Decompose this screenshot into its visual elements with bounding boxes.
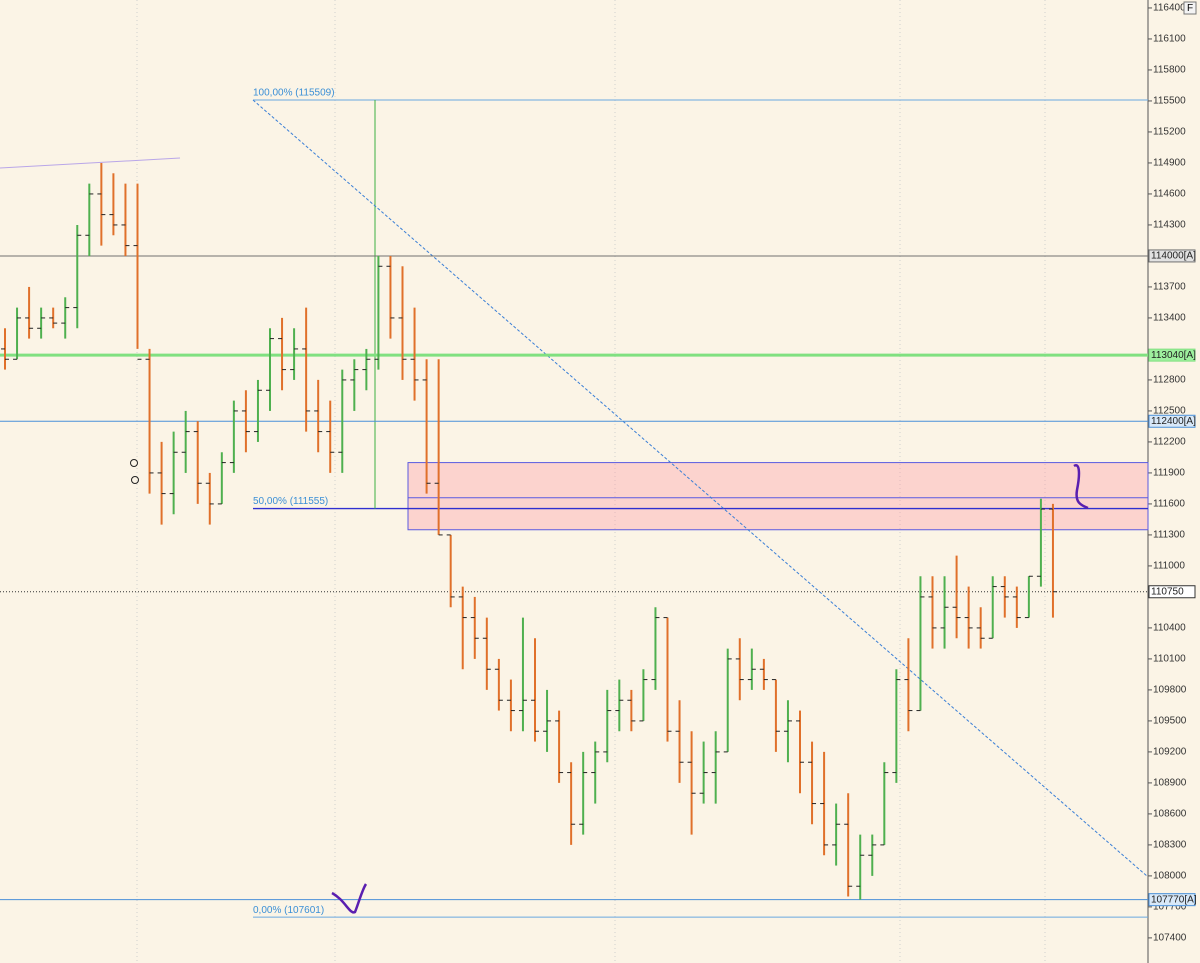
trendline — [252, 99, 1149, 878]
level-tag — [1148, 414, 1196, 428]
y-tick-label: 116400 — [1153, 3, 1186, 14]
level-label: 107770[A] — [1151, 894, 1197, 905]
y-tick-label: 111600 — [1153, 499, 1185, 510]
y-tick-label: 115200 — [1153, 127, 1186, 138]
level-label: 113040[A] — [1151, 350, 1196, 361]
marker — [131, 476, 139, 484]
y-tick-label: 115800 — [1153, 65, 1186, 76]
axis-background — [1148, 0, 1200, 963]
level-label: 114000[A] — [1151, 251, 1196, 262]
plot-background — [0, 0, 1148, 963]
y-tick-label: 109800 — [1153, 685, 1187, 696]
y-tick-label: 107400 — [1153, 933, 1187, 944]
y-tick-label: 110100 — [1153, 654, 1186, 665]
level-tag — [1148, 348, 1196, 362]
y-tick-label: 115500 — [1153, 96, 1186, 107]
y-tick-label: 109500 — [1153, 716, 1187, 727]
zone — [407, 462, 1149, 531]
y-tick-label: 108300 — [1153, 840, 1187, 851]
corner-label: F — [1187, 3, 1193, 14]
y-tick-label: 111900 — [1153, 468, 1185, 479]
hand-mark — [331, 883, 368, 914]
fib-label: 0,00% (107601) — [253, 905, 324, 916]
level-tag — [1148, 585, 1196, 599]
y-tick-label: 112500 — [1153, 406, 1186, 417]
upper-trendline — [0, 157, 181, 169]
level-tag — [1148, 249, 1196, 263]
y-tick-label: 110400 — [1153, 623, 1186, 634]
y-tick-label: 113400 — [1153, 313, 1186, 324]
y-tick-label: 112200 — [1153, 437, 1186, 448]
level-label: 110750 — [1151, 586, 1184, 597]
y-tick-label: 112800 — [1153, 375, 1186, 386]
level-tag — [1148, 893, 1196, 907]
y-tick-label: 113700 — [1153, 282, 1186, 293]
y-tick-label: 114900 — [1153, 158, 1186, 169]
y-tick-label: 116100 — [1153, 34, 1186, 45]
y-tick-label: 114600 — [1153, 189, 1186, 200]
y-tick-label: 108600 — [1153, 809, 1187, 820]
y-tick-label: 108000 — [1153, 871, 1187, 882]
level-label: 112400[A] — [1151, 416, 1196, 427]
fib-label: 50,00% (111555) — [253, 496, 328, 507]
y-tick-label: 109200 — [1153, 747, 1187, 758]
y-tick-label: 108900 — [1153, 778, 1187, 789]
y-tick-label: 107700 — [1153, 902, 1187, 913]
y-tick-label: 111300 — [1153, 530, 1185, 541]
marker — [130, 459, 138, 467]
y-tick-label: 114300 — [1153, 220, 1186, 231]
layer: 116400 116100 115800 115500 115200 114900 1146… — [0, 3, 1187, 944]
fib-label: 100,00% (115509) — [253, 88, 335, 99]
corner-box — [1183, 1, 1197, 15]
y-tick-label: 111000 — [1153, 561, 1185, 572]
hand-mark — [1073, 464, 1089, 510]
